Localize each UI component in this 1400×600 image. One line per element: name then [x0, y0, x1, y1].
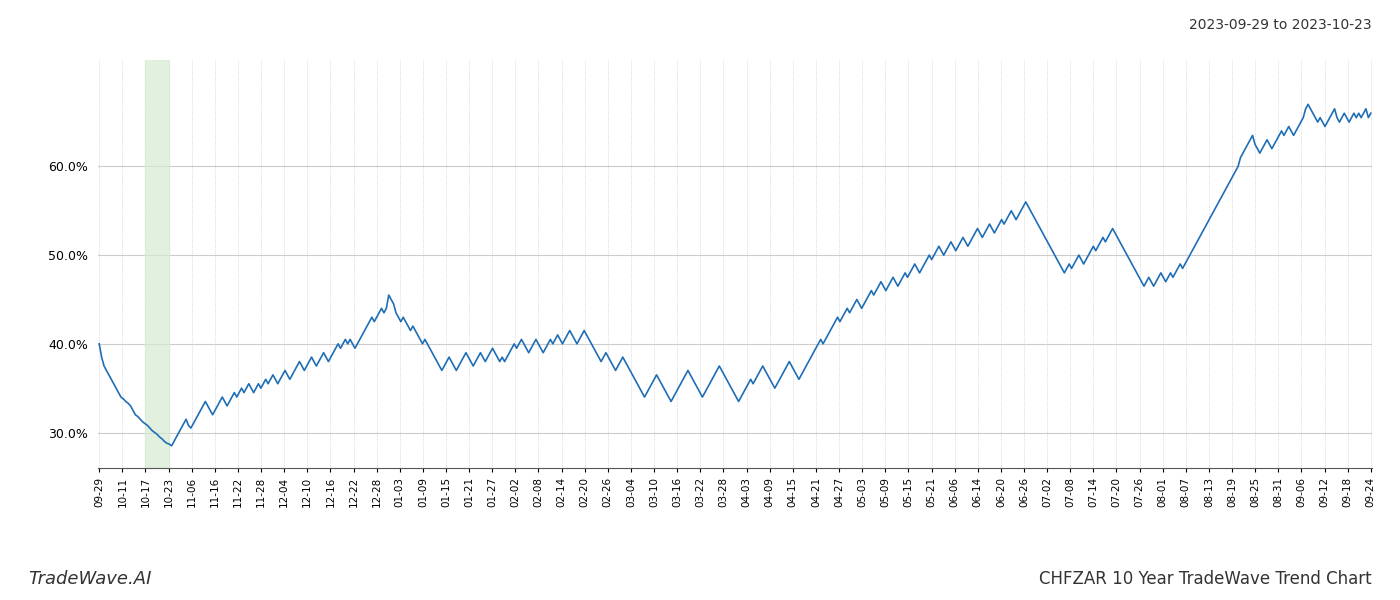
- Text: TradeWave.AI: TradeWave.AI: [28, 570, 151, 588]
- Text: CHFZAR 10 Year TradeWave Trend Chart: CHFZAR 10 Year TradeWave Trend Chart: [1039, 570, 1372, 588]
- Text: 2023-09-29 to 2023-10-23: 2023-09-29 to 2023-10-23: [1190, 18, 1372, 32]
- Bar: [146, 60, 168, 468]
